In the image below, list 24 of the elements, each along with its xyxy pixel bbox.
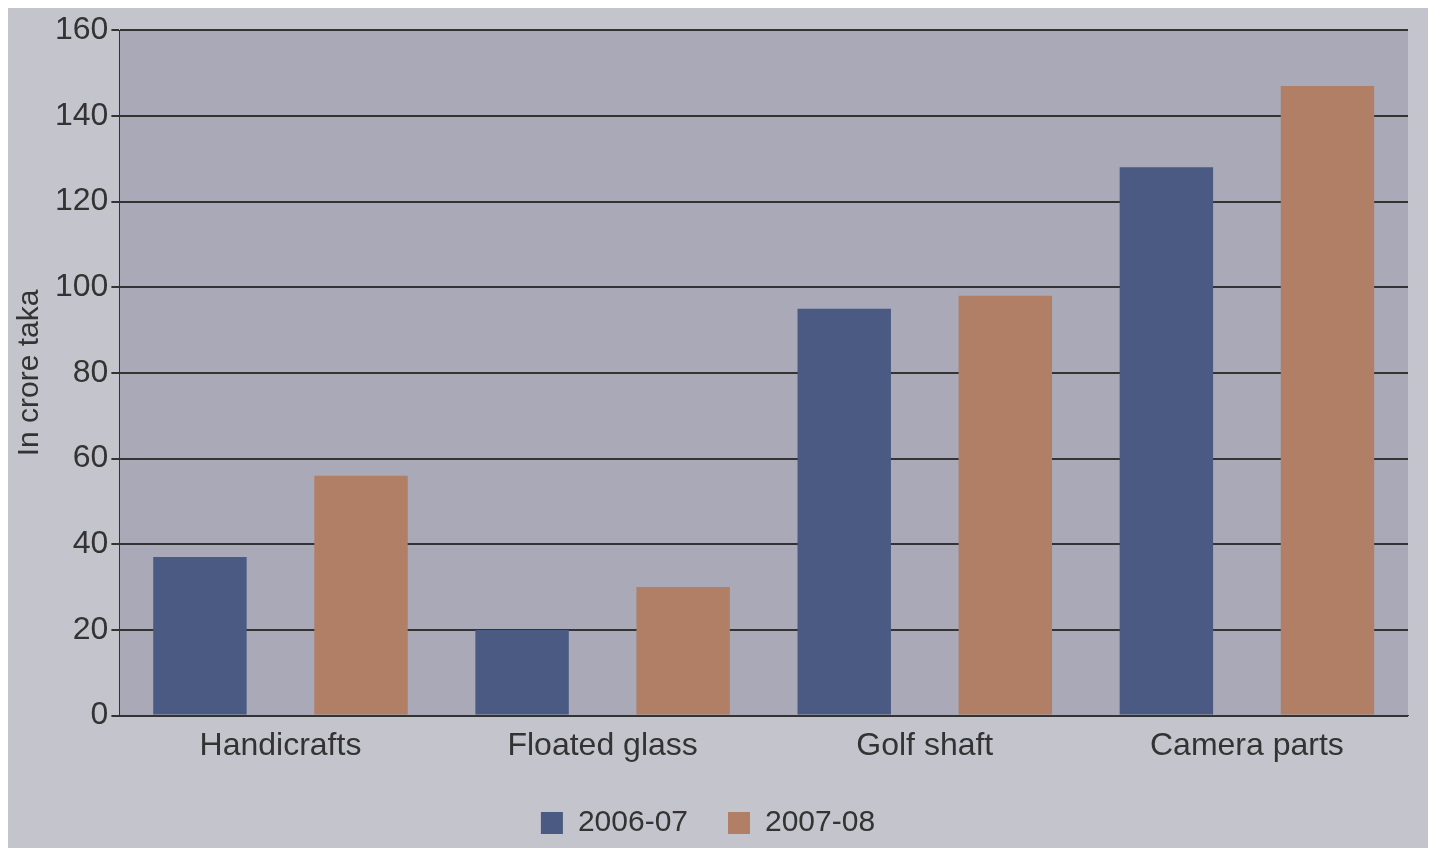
bar	[636, 587, 730, 715]
y-axis-title: In crore taka	[11, 289, 45, 457]
y-tick-label: 80	[72, 352, 109, 389]
y-tick-label: 100	[55, 267, 109, 304]
bar	[1280, 85, 1375, 715]
bar	[475, 629, 569, 715]
y-tick-label: 120	[55, 181, 109, 218]
legend-label: 2006-07	[577, 804, 689, 838]
x-tick-label: Handicrafts	[199, 725, 362, 762]
bar	[314, 475, 408, 715]
bar	[1119, 167, 1214, 715]
bar	[153, 557, 247, 715]
y-tick-label: 140	[55, 95, 109, 132]
x-tick-label: Floated glass	[507, 725, 698, 762]
bar	[958, 295, 1053, 715]
x-tick-label: Golf shaft	[856, 725, 994, 762]
legend-label: 2007-08	[765, 804, 876, 838]
y-tick-label: 40	[72, 524, 109, 561]
y-tick-label: 60	[72, 438, 109, 475]
y-tick-label: 0	[90, 695, 109, 732]
y-tick-label: 160	[55, 10, 109, 47]
bar	[797, 308, 891, 715]
y-tick-label: 20	[72, 609, 109, 646]
x-tick-label: Camera parts	[1150, 725, 1344, 762]
